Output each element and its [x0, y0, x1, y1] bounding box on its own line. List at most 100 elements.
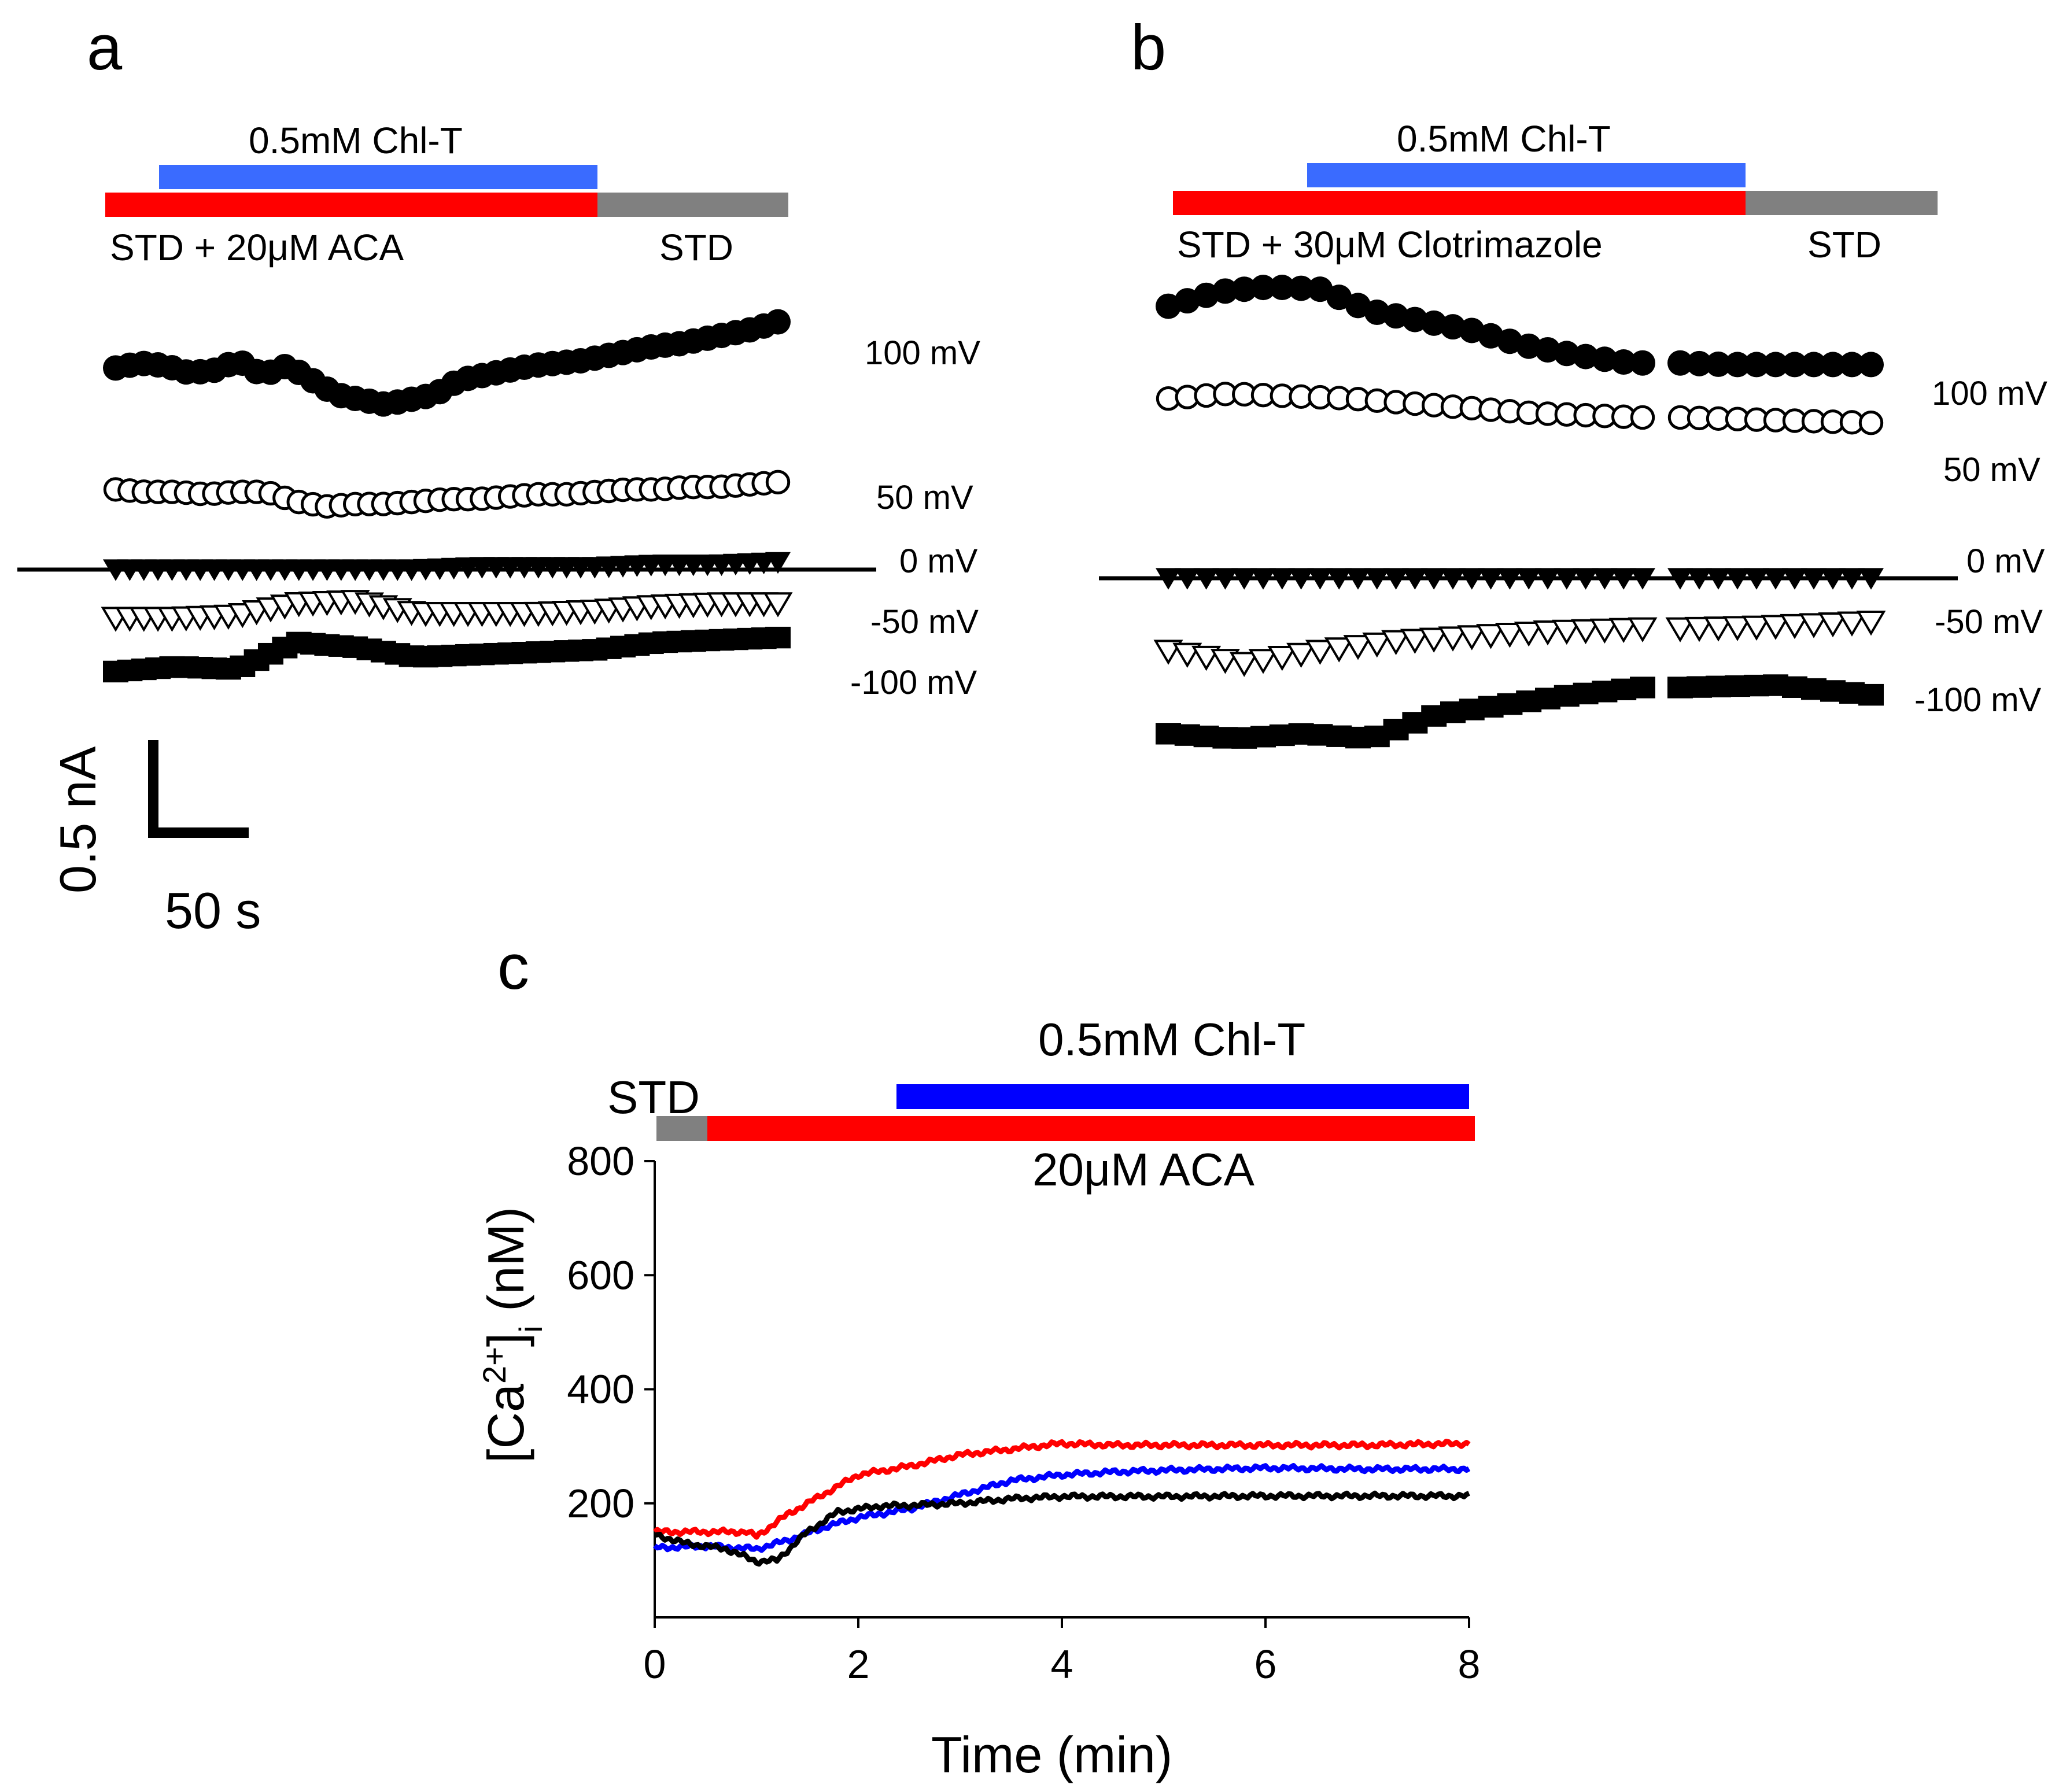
series-line-black — [654, 1490, 1470, 1567]
panel-b-point-0-28 — [1706, 351, 1731, 377]
panel-b-point-2-21 — [1554, 568, 1580, 590]
panel-b-point-0-34 — [1820, 352, 1846, 378]
panel-b-point-3-8 — [1305, 640, 1335, 665]
panel-b-std-label: STD — [1807, 224, 1881, 265]
panel-b-point-2-32 — [1782, 568, 1807, 590]
panel-b-point-3-11 — [1362, 632, 1392, 658]
panel-b-point-2-28 — [1706, 568, 1731, 590]
panel-b-point-2-16 — [1459, 568, 1485, 590]
panel-b-point-3-27 — [1684, 616, 1714, 642]
y-tick-label-1: 400 — [567, 1367, 634, 1412]
panel-b-point-0-25 — [1630, 350, 1655, 376]
panel-b-point-2-30 — [1744, 568, 1769, 590]
panel-b-point-3-5 — [1248, 649, 1278, 674]
panel-b-chl-bar — [1307, 163, 1746, 187]
panel-a: a 0.5mM Chl-T STD + 20μM ACA STD 100 mV … — [17, 12, 980, 939]
panel-b-point-3-36 — [1856, 611, 1886, 636]
panel-b-std-bar — [1746, 191, 1938, 215]
panel-b-point-1-25 — [1630, 405, 1655, 430]
panel-b-point-0-2 — [1193, 282, 1219, 308]
panel-b-point-0-20 — [1535, 337, 1560, 363]
panel-a-traces — [101, 309, 793, 683]
panel-a-point-1-47 — [765, 470, 791, 494]
panel-b-point-2-11 — [1364, 568, 1390, 590]
panel-b-drug-label: STD + 30μM Clotrimazole — [1177, 224, 1603, 265]
panel-b-traces — [1153, 275, 1886, 749]
panel-c-ticks: 0 2 4 6 8 200 400 600 800 — [567, 1139, 1480, 1687]
series-line-red — [652, 1439, 1471, 1540]
panel-b-point-3-4 — [1229, 652, 1259, 677]
panel-b-point-4-36 — [1858, 683, 1884, 706]
panel-c-chl-bar — [896, 1084, 1469, 1109]
panel-b-point-0-36 — [1858, 352, 1884, 378]
panel-b-point-3-16 — [1457, 625, 1487, 651]
panel-b-point-3-23 — [1589, 618, 1619, 644]
panel-c: c 0.5mM Chl-T STD 20μM ACA 0 2 4 6 8 200 400 60… — [476, 932, 1481, 1783]
panel-b-point-0-31 — [1763, 352, 1788, 378]
panel-b-point-2-20 — [1535, 568, 1560, 590]
panel-b-point-0-30 — [1744, 352, 1769, 378]
panel-b-point-0-6 — [1269, 275, 1295, 301]
panel-b-point-3-32 — [1780, 614, 1810, 640]
panel-b-point-2-25 — [1630, 568, 1655, 590]
panel-b-point-2-19 — [1516, 568, 1542, 590]
panel-b-point-2-36 — [1858, 568, 1884, 590]
panel-b-point-2-4 — [1231, 568, 1257, 590]
panel-b-point-0-14 — [1421, 310, 1447, 336]
panel-a-chl-label: 0.5mM Chl-T — [249, 120, 463, 161]
panel-a-v-50: 50 mV — [876, 479, 973, 516]
panel-b-point-2-27 — [1687, 568, 1712, 590]
panel-a-v-100: 100 mV — [865, 334, 980, 372]
panel-b-point-2-9 — [1326, 568, 1352, 590]
panel-a-drug-label: STD + 20μM ACA — [110, 227, 404, 268]
panel-b-point-0-12 — [1383, 303, 1409, 329]
panel-b-v-0: 0 mV — [1966, 542, 2045, 580]
panel-a-v-neg100: -100 mV — [850, 664, 977, 701]
panel-b-point-1-36 — [1858, 411, 1884, 435]
panel-b-point-2-3 — [1212, 568, 1238, 590]
panel-b-point-0-27 — [1687, 350, 1712, 376]
panel-b-point-3-29 — [1722, 616, 1752, 641]
x-tick-label-4: 8 — [1458, 1642, 1481, 1687]
panel-b-point-3-24 — [1608, 618, 1639, 643]
scale-bar — [148, 740, 249, 838]
panel-b-point-2-29 — [1725, 568, 1750, 590]
panel-c-std-label: STD — [607, 1071, 700, 1123]
panel-b-point-0-7 — [1288, 275, 1314, 301]
panel-b-point-3-20 — [1533, 620, 1563, 646]
panel-b-v-neg100: -100 mV — [1914, 681, 2042, 719]
panel-b-point-2-12 — [1383, 568, 1409, 590]
panel-b-point-3-33 — [1799, 613, 1829, 638]
panel-b-point-3-19 — [1514, 621, 1544, 647]
panel-b-point-2-34 — [1820, 568, 1846, 590]
panel-b-point-2-7 — [1288, 568, 1314, 590]
panel-b-point-3-14 — [1419, 627, 1449, 653]
panel-b-point-2-15 — [1440, 568, 1466, 590]
panel-b: b 0.5mM Chl-T STD + 30μM Clotrimazole ST… — [1099, 12, 2047, 749]
panel-b-point-0-8 — [1307, 276, 1333, 302]
panel-b-point-2-5 — [1250, 568, 1276, 590]
scale-bar-time-label: 50 s — [165, 882, 261, 939]
panel-a-v-0: 0 mV — [899, 542, 978, 580]
panel-b-point-0-11 — [1364, 299, 1390, 325]
panel-b-point-3-25 — [1628, 617, 1658, 642]
panel-b-point-2-6 — [1269, 568, 1295, 590]
panel-b-point-3-34 — [1818, 612, 1848, 638]
panel-b-v-100: 100 mV — [1932, 375, 2047, 412]
panel-b-point-3-21 — [1552, 619, 1582, 645]
panel-a-point-4-47 — [765, 626, 791, 649]
panel-c-chl-label: 0.5mM Chl-T — [1038, 1014, 1305, 1065]
panel-b-point-3-9 — [1324, 637, 1354, 663]
panel-a-point-2-47 — [765, 552, 791, 574]
panel-b-point-2-31 — [1763, 568, 1788, 590]
panel-b-point-0-22 — [1573, 343, 1599, 370]
panel-b-point-2-26 — [1667, 568, 1693, 590]
panel-b-point-2-17 — [1478, 568, 1504, 590]
panel-c-drug-bar — [707, 1116, 1475, 1141]
panel-b-point-3-12 — [1381, 630, 1411, 656]
panel-b-point-3-15 — [1438, 626, 1468, 652]
panel-b-point-0-33 — [1801, 352, 1827, 378]
x-axis-title: Time (min) — [931, 1726, 1172, 1783]
panel-a-std-label: STD — [659, 227, 733, 268]
